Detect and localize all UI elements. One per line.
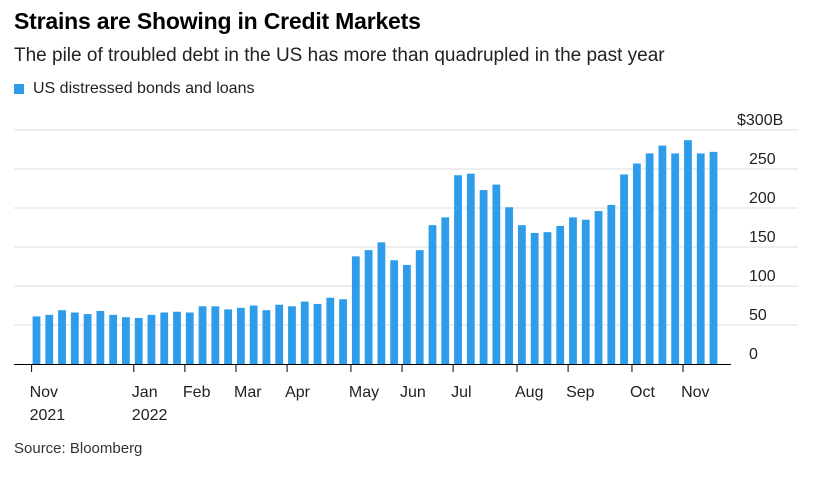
x-tick-label: Sep	[566, 384, 595, 401]
bar	[58, 310, 66, 364]
x-tick-label: Aug	[515, 384, 543, 401]
bar	[45, 314, 54, 364]
bar	[658, 145, 667, 364]
bar	[607, 204, 616, 364]
y-tick-label: $300B	[737, 112, 783, 129]
bar	[696, 153, 705, 364]
bar	[556, 225, 565, 364]
bar	[288, 306, 296, 364]
bar	[377, 242, 386, 364]
bar	[620, 174, 628, 364]
y-tick-label: 250	[749, 151, 776, 168]
bar	[351, 256, 360, 364]
bar	[390, 260, 399, 364]
bar	[466, 173, 475, 364]
bar	[32, 316, 41, 364]
bar-series	[32, 140, 718, 364]
bar	[122, 317, 130, 364]
bar	[569, 217, 577, 364]
y-tick-label: 100	[749, 268, 776, 285]
bar	[684, 140, 692, 364]
x-tick-label: Apr	[285, 384, 311, 401]
bar	[428, 225, 437, 364]
y-tick-label: 50	[749, 307, 767, 324]
bar	[505, 207, 514, 364]
legend-label: US distressed bonds and loans	[33, 80, 255, 97]
source-note: Source: Bloomberg	[14, 440, 143, 457]
bar	[300, 301, 309, 364]
bar	[671, 153, 680, 364]
bar	[581, 219, 590, 364]
x-tick-year-label: 2021	[30, 407, 66, 424]
bar	[492, 184, 501, 364]
bar	[134, 317, 143, 364]
bar	[262, 310, 271, 364]
x-tick-label: Jul	[451, 384, 471, 401]
bar	[543, 232, 552, 364]
bar	[109, 314, 118, 364]
bar	[326, 297, 335, 364]
bar	[211, 306, 220, 364]
bar	[224, 309, 232, 364]
x-tick-label: Jun	[400, 384, 426, 401]
bar	[518, 225, 526, 364]
x-axis-labels: Nov 2021 Jan 2022 Feb Mar Apr May Jun Jul Aug Sep Oc…	[30, 384, 710, 424]
chart-subtitle: The pile of troubled debt in the US has …	[14, 45, 665, 66]
x-tick-label: Mar	[234, 384, 262, 401]
x-tick-label: Nov	[30, 384, 58, 401]
y-axis-labels: 0 50 100 150 200 250 $300B	[737, 112, 783, 363]
bar	[160, 312, 169, 364]
bar	[454, 175, 462, 364]
bar	[249, 305, 258, 364]
legend-swatch	[14, 84, 24, 94]
bar	[147, 314, 156, 364]
bar	[185, 312, 194, 364]
x-tick-label: Jan	[132, 384, 158, 401]
bar	[313, 303, 322, 364]
x-tick-label: Feb	[183, 384, 211, 401]
chart-legend: US distressed bonds and loans	[14, 80, 254, 98]
bar	[275, 304, 284, 364]
x-tick-label: Oct	[630, 384, 655, 401]
bar	[632, 163, 641, 364]
bar	[530, 232, 539, 364]
bar	[479, 190, 488, 364]
y-tick-label: 200	[749, 190, 776, 207]
bar	[364, 250, 373, 364]
bar	[645, 153, 654, 364]
gridlines	[14, 129, 798, 326]
bar	[339, 299, 347, 364]
bar	[173, 311, 181, 364]
x-tick-year-label: 2022	[132, 407, 168, 424]
bar	[709, 151, 718, 364]
y-tick-label: 0	[749, 346, 758, 363]
bar	[236, 307, 245, 364]
bar	[415, 250, 424, 364]
bar	[441, 217, 450, 364]
x-axis	[14, 364, 731, 372]
bar	[403, 264, 411, 364]
x-tick-label: May	[349, 384, 379, 401]
bar	[83, 314, 92, 364]
bar	[198, 306, 207, 364]
x-tick-label: Nov	[681, 384, 709, 401]
bar	[96, 310, 105, 364]
chart-title: Strains are Showing in Credit Markets	[14, 8, 421, 34]
bar	[594, 211, 603, 364]
y-tick-label: 150	[749, 229, 776, 246]
bar	[70, 312, 79, 364]
